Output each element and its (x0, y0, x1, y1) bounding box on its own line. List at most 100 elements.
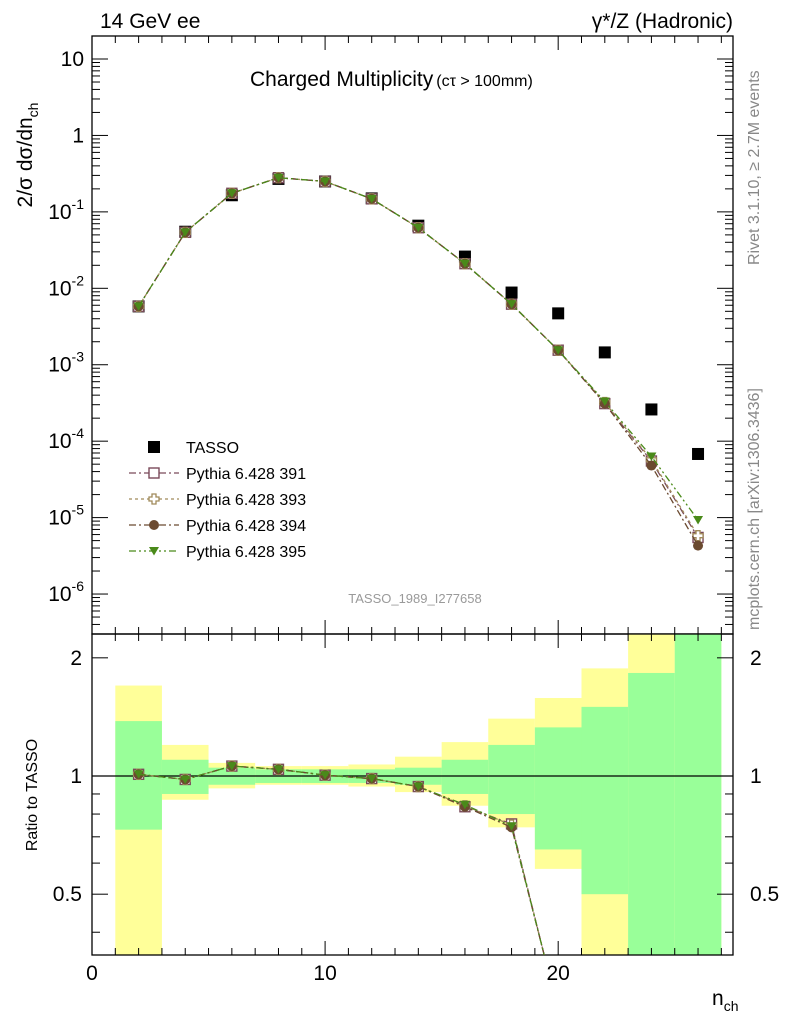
main-data-point (598, 346, 611, 359)
ratio-xtick-label: 10 (313, 962, 336, 985)
main-ytick-label: 10-1 (48, 196, 84, 224)
main-title-suffix: (cτ > 100mm) (436, 73, 533, 90)
main-ytick-label-exp: -3 (72, 349, 85, 365)
main-ytick-label-base: 10 (48, 583, 71, 606)
main-ytick-label: 10-6 (48, 578, 84, 606)
main-ytick-label-base: 1 (72, 124, 84, 147)
main-ytick-label-base: 10 (48, 507, 71, 530)
main-ytick-label-base: 10 (61, 48, 84, 71)
main-ytick-label: 10-4 (48, 425, 84, 453)
ratio-xtick-label: 0 (86, 962, 98, 985)
ratio-data-point (320, 771, 331, 780)
inner-band-bin (534, 727, 582, 850)
ratio-xlabel: nch (712, 987, 738, 1014)
main-series-4 (133, 173, 704, 525)
main-ytick-label-base: 10 (48, 201, 71, 224)
inner-band-bin (628, 672, 675, 955)
ratio-data-point (506, 822, 517, 831)
main-ylabel-text: 2/σ dσ/dn (14, 117, 37, 207)
main-data-point (505, 286, 518, 299)
header-left-label: 14 GeV ee (100, 10, 200, 33)
ratio-data-point (180, 775, 191, 784)
ratio-ytick-label-right: 1 (750, 765, 762, 788)
main-ytick-label: 10-3 (48, 349, 84, 377)
ratio-ytick-label-right: 2 (750, 647, 762, 670)
main-ytick-label-exp: -4 (72, 425, 85, 441)
legend-marker (148, 441, 160, 453)
legend-label: TASSO (186, 440, 239, 457)
main-ytick-label-base: 10 (48, 354, 71, 377)
legend-label: Pythia 6.428 394 (186, 518, 306, 535)
inner-band-bin (581, 706, 629, 895)
main-data-point (646, 452, 657, 462)
main-ylabel-sub: ch (25, 103, 41, 118)
legend-label: Pythia 6.428 395 (186, 544, 306, 561)
main-data-point (692, 447, 705, 460)
ratio-bands (115, 634, 722, 955)
ratio-data-point (366, 774, 377, 784)
ratio-data-point (133, 770, 144, 779)
legend-marker (149, 520, 159, 530)
ratio-data-point (273, 765, 284, 774)
main-ytick-label-exp: -6 (72, 578, 85, 594)
ratio-ylabel: Ratio to TASSO (24, 739, 41, 851)
ratio-data-point (413, 782, 424, 792)
main-data-point (552, 307, 565, 320)
main-data-point (692, 530, 704, 542)
ratio-frame (91, 633, 734, 956)
analysis-label: TASSO_1989_I277658 (348, 591, 481, 606)
main-data-point (645, 403, 658, 416)
ratio-panel: 0 10 20 0.5 0.5 1 1 2 2 (53, 633, 779, 985)
main-ytick-label-base: 10 (48, 430, 71, 453)
main-data-point (273, 173, 284, 183)
ratio-data-point (226, 762, 237, 771)
ratio-ytick-label-right: 0.5 (750, 883, 779, 906)
main-data-point (693, 540, 704, 551)
rivet-version-label: Rivet 3.1.10, ≥ 2.7M events (746, 70, 763, 265)
ratio-ytick-label: 1 (70, 765, 82, 788)
main-title: Charged Multiplicity (cτ > 100mm) (250, 68, 533, 91)
main-data-point (413, 223, 424, 233)
main-data-point (506, 300, 517, 309)
inner-band-bin (441, 759, 489, 794)
main-data-point (459, 259, 470, 269)
legend-label: Pythia 6.428 391 (186, 466, 306, 483)
main-data-point (180, 228, 191, 237)
main-data-point (693, 516, 704, 525)
main-data-point (366, 194, 377, 204)
ratio-data-point (459, 800, 470, 810)
main-data-point (320, 177, 331, 186)
inner-band-bin (674, 634, 722, 955)
legend-label: Pythia 6.428 393 (186, 492, 306, 509)
main-title-text: Charged Multiplicity (250, 68, 434, 91)
header-right-label: γ*/Z (Hadronic) (592, 10, 733, 33)
main-ylabel: 2/σ dσ/dnch (14, 103, 41, 208)
ratio-series-line (138, 765, 545, 956)
main-ytick-label-exp: -2 (72, 272, 85, 288)
inner-band-bin (488, 744, 535, 815)
legend-marker (148, 493, 160, 505)
ratio-ytick-label: 2 (70, 647, 82, 670)
legend-marker (148, 467, 160, 479)
ratio-xtick-label: 20 (547, 962, 570, 985)
main-data-point (226, 189, 237, 198)
ratio-xlabel-text: n (712, 987, 724, 1010)
main-ytick-label-exp: -1 (72, 196, 85, 212)
main-data-point (646, 460, 657, 471)
ratio-xlabel-sub: ch (724, 998, 739, 1014)
main-data-point (553, 346, 564, 355)
main-data-point (133, 302, 144, 311)
main-ytick-label: 10-2 (48, 272, 84, 300)
main-ytick-label-exp: -5 (72, 502, 85, 518)
legend-marker (149, 547, 159, 556)
legend: TASSO Pythia 6.428 391 Pythia 6.428 393 Pyt… (129, 440, 306, 561)
ratio-series-3 (133, 762, 545, 956)
ratio-ytick-label: 0.5 (53, 883, 82, 906)
main-ytick-label: 10 (61, 48, 84, 71)
main-data-point (599, 397, 610, 407)
mcplots-label: mcplots.cern.ch [arXiv:1306.3436] (746, 388, 763, 630)
main-ytick-label: 10-5 (48, 502, 84, 530)
